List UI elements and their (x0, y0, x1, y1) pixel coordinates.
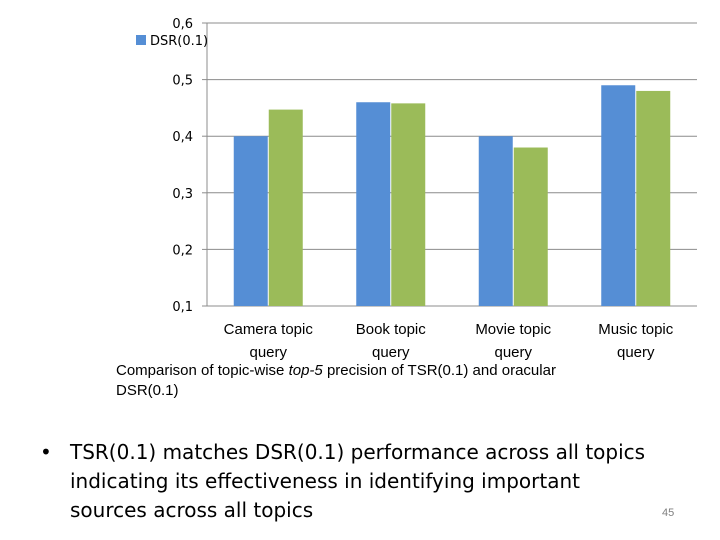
y-tick-label: 0,2 (172, 243, 193, 258)
y-tick-label: 0,4 (172, 130, 193, 145)
caption-text-end: precision of TSR(0.1) and oracular DSR(0… (116, 362, 556, 399)
y-tick-label: 0,1 (172, 300, 193, 315)
x-category-label: query (372, 344, 410, 361)
bar-series1-3 (601, 85, 636, 306)
axes (202, 22, 208, 307)
chart-caption: Comparison of topic-wise top-5 precision… (116, 361, 616, 401)
x-category-label: Music topic (598, 321, 674, 338)
bullet-marker: • (40, 440, 52, 464)
bullet-point: • TSR(0.1) matches DSR(0.1) performance … (40, 438, 650, 525)
y-tick-label: 0,5 (172, 74, 193, 89)
bar-series2-1 (391, 103, 426, 306)
bars (233, 85, 671, 307)
labels: 0,1 0,2 0,3 0,4 0,5 0,6 Camera topic query Book … (172, 17, 673, 361)
bar-series1-0 (233, 136, 268, 306)
caption-text-start: Comparison of topic-wise (116, 362, 289, 379)
x-category-label: query (249, 344, 287, 361)
bar-series2-3 (636, 90, 671, 306)
bar-series2-0 (268, 109, 303, 307)
legend-label: DSR(0.1) (150, 34, 208, 49)
slide-page-number: 45 (662, 507, 675, 519)
x-category-label: Movie topic (475, 321, 551, 338)
y-tick-label: 0,3 (172, 187, 193, 202)
legend: DSR(0.1) (136, 34, 208, 49)
x-category-label: query (617, 344, 655, 361)
bar-series1-1 (356, 102, 391, 307)
legend-swatch (136, 35, 146, 45)
bar-series2-2 (513, 147, 548, 306)
bullet-text: TSR(0.1) matches DSR(0.1) performance ac… (70, 440, 646, 522)
x-category-label: Camera topic (224, 321, 314, 338)
x-category-label: query (494, 344, 532, 361)
x-category-label: Book topic (356, 321, 427, 338)
caption-text-italic: top-5 (288, 362, 323, 379)
bar-series1-2 (478, 136, 513, 306)
bar-chart: 0,1 0,2 0,3 0,4 0,5 0,6 Camera topic query Book … (136, 17, 697, 361)
y-tick-label: 0,6 (172, 17, 193, 32)
